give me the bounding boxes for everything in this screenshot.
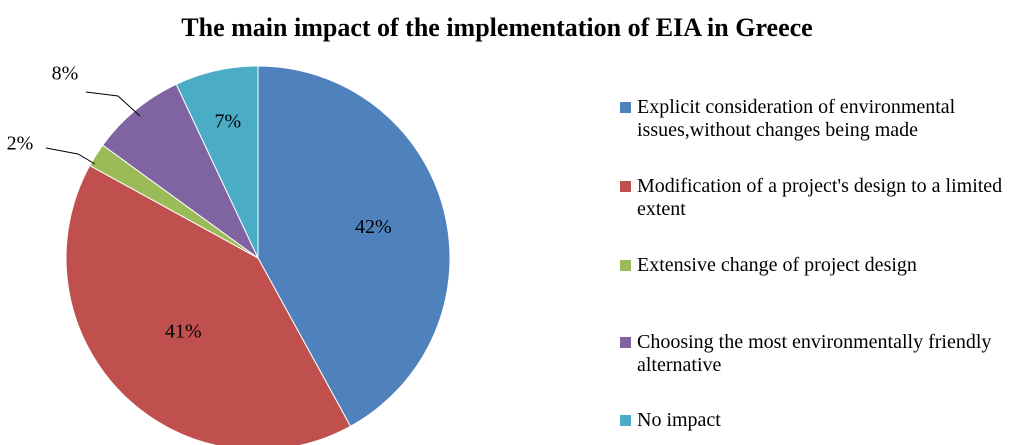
data-label: 7% (215, 111, 242, 133)
chart-title: The main impact of the implementation of… (181, 13, 812, 42)
legend-item: Extensive change of project design (620, 254, 1010, 277)
pie-slice (101, 83, 259, 259)
legend-item: No impact (620, 409, 1010, 432)
data-label: 42% (355, 216, 392, 238)
legend-label: Modification of a project's design to a … (637, 175, 1003, 220)
legend-swatch (620, 102, 631, 113)
leader-line (45, 147, 96, 165)
pie-slice (65, 164, 352, 445)
legend-item: Choosing the most environmentally friend… (620, 331, 1010, 377)
leader-line (85, 91, 141, 117)
legend-label: No impact (637, 409, 721, 431)
data-label: 41% (165, 320, 202, 342)
legend-swatch (620, 415, 631, 426)
legend-swatch (620, 181, 631, 192)
legend-swatch (620, 260, 631, 271)
pie-slice (257, 65, 451, 427)
pie-slice (175, 65, 259, 259)
data-label: 2% (7, 133, 34, 155)
legend-item: Explicit consideration of environmental … (620, 96, 1010, 142)
legend-item: Modification of a project's design to a … (620, 175, 1010, 221)
legend-label: Extensive change of project design (637, 254, 917, 276)
legend-label: Explicit consideration of environmental … (637, 96, 956, 141)
data-label: 8% (52, 63, 79, 85)
legend-label: Choosing the most environmentally friend… (637, 331, 992, 376)
legend-swatch (620, 337, 631, 348)
